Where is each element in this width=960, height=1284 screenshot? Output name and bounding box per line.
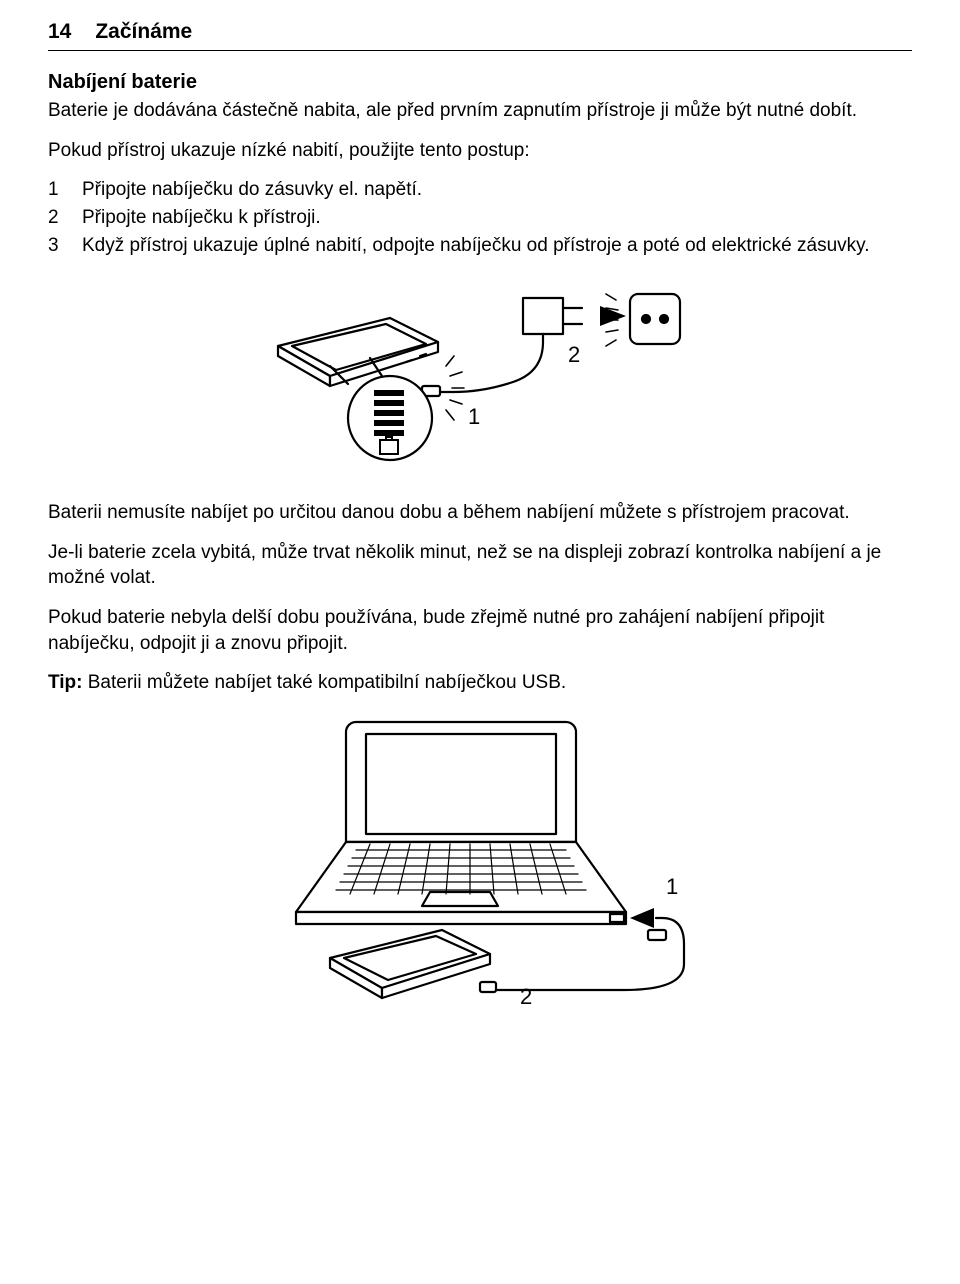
list-text: Připojte nabíječku k přístroji. [82, 205, 912, 231]
figure-label-1: 1 [468, 404, 480, 429]
figure-label-2: 2 [568, 342, 580, 367]
intro-paragraph: Baterie je dodávána částečně nabita, ale… [48, 98, 912, 124]
paragraph: Je-li baterie zcela vybitá, může trvat n… [48, 540, 912, 591]
steps-list: 1 Připojte nabíječku do zásuvky el. napě… [48, 177, 912, 258]
list-text: Když přístroj ukazuje úplné nabití, odpo… [82, 233, 912, 259]
list-item: 2 Připojte nabíječku k přístroji. [48, 205, 912, 231]
figure-charger: 1 2 [48, 276, 912, 476]
list-number: 1 [48, 177, 82, 203]
tip-text: Baterii můžete nabíjet také kompatibilní… [82, 672, 566, 693]
paragraph: Baterii nemusíte nabíjet po určitou dano… [48, 500, 912, 526]
tip-paragraph: Tip: Baterii můžete nabíjet také kompati… [48, 670, 912, 696]
figure-usb: 1 2 [48, 714, 912, 1004]
usb-diagram-icon: 1 2 [270, 714, 690, 1004]
paragraph: Pokud baterie nebyla delší dobu používán… [48, 605, 912, 656]
chapter-title: Začínáme [95, 20, 192, 44]
list-item: 1 Připojte nabíječku do zásuvky el. napě… [48, 177, 912, 203]
list-text: Připojte nabíječku do zásuvky el. napětí… [82, 177, 912, 203]
charger-diagram-icon: 1 2 [270, 276, 690, 476]
figure-label-2: 2 [520, 984, 532, 1004]
list-number: 3 [48, 233, 82, 259]
tip-label: Tip: [48, 672, 82, 693]
list-number: 2 [48, 205, 82, 231]
list-item: 3 Když přístroj ukazuje úplné nabití, od… [48, 233, 912, 259]
figure-label-1: 1 [666, 874, 678, 899]
lead-paragraph: Pokud přístroj ukazuje nízké nabití, pou… [48, 138, 912, 164]
page-header: 14 Začínáme [48, 20, 912, 51]
section-title: Nabíjení baterie [48, 71, 912, 94]
page-number: 14 [48, 20, 71, 44]
